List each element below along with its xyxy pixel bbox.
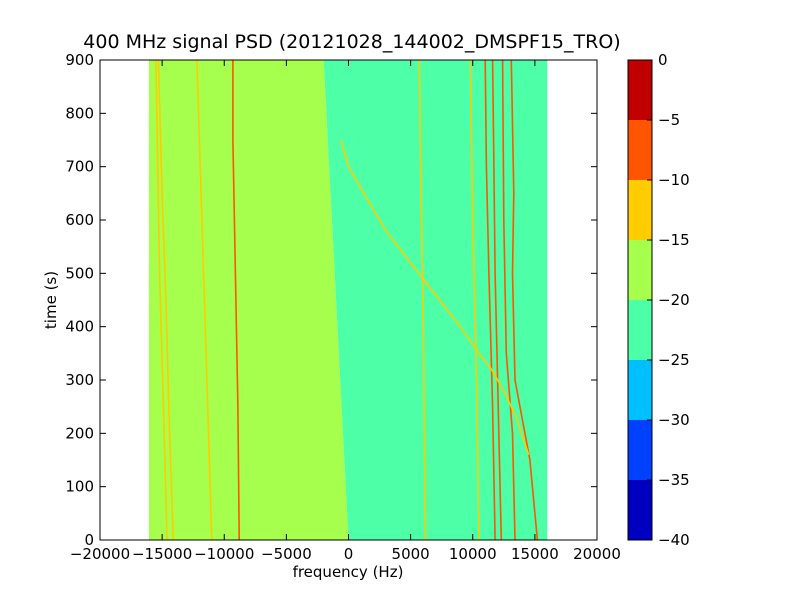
psd-region-mid-band (323, 60, 548, 540)
y-tick-label: 800 (65, 104, 94, 122)
y-axis: 0 100 200 300 400 500 600 700 800 900 (65, 51, 597, 549)
plot-area (99, 59, 598, 541)
y-tick-label: 300 (65, 371, 94, 389)
x-tick-label: 15000 (511, 545, 559, 563)
y-tick-label: 400 (65, 318, 94, 336)
y-tick-label: 100 (65, 478, 94, 496)
signal-line-9 (491, 59, 503, 541)
colorbar-tick-label: −10 (658, 171, 690, 189)
x-tick-label: −5000 (261, 545, 312, 563)
y-tick-label: 700 (65, 158, 94, 176)
colorbar-tick-label: −20 (658, 291, 690, 309)
signal-line-2 (155, 59, 168, 541)
signal-line-1 (157, 59, 175, 541)
colorbar-tick-label: −40 (658, 531, 690, 549)
chart-title: 400 MHz signal PSD (20121028_144002_DMSP… (83, 31, 620, 53)
x-tick-label: 10000 (449, 545, 497, 563)
colorbar-segment (628, 360, 652, 420)
signal-line-3 (196, 59, 213, 541)
signal-line-11 (510, 59, 539, 541)
x-tick-label: 5000 (392, 545, 430, 563)
colorbar-tick-label: −30 (658, 411, 690, 429)
signal-line-6 (418, 59, 427, 541)
colorbar-segment (628, 180, 652, 240)
colorbar-segment (628, 300, 652, 360)
colorbar-tick-label: −15 (658, 231, 690, 249)
x-tick-label: −10000 (194, 545, 254, 563)
signal-line-10 (501, 59, 516, 541)
x-tick-label: −15000 (132, 545, 192, 563)
x-axis: −20000 −15000 −10000 −5000 0 5000 10000 15000 20… (70, 60, 621, 563)
colorbar-tick-label: 0 (658, 51, 668, 69)
colorbar-segment (628, 120, 652, 180)
colorbar-tick-label: −5 (658, 111, 680, 129)
y-tick-label: 200 (65, 424, 94, 442)
colorbar-segment (628, 240, 652, 300)
x-tick-label: 0 (344, 545, 354, 563)
signal-line-4 (232, 60, 240, 541)
y-tick-label: 0 (84, 531, 94, 549)
y-axis-label: time (s) (42, 271, 60, 329)
colorbar-tick-label: −35 (658, 471, 690, 489)
y-tick-label: 500 (65, 264, 94, 282)
y-tick-label: 900 (65, 51, 94, 69)
x-tick-label: 20000 (573, 545, 621, 563)
colorbar: −40 −35 −30 −25 −20 −15 −10 −5 0 (627, 51, 690, 549)
signal-line-7 (469, 59, 480, 541)
y-tick-label: 600 (65, 211, 94, 229)
colorbar-segment (628, 60, 652, 120)
signal-line-8 (484, 59, 496, 541)
colorbar-tick-label: −25 (658, 351, 690, 369)
psd-region-low-band (149, 60, 349, 540)
spectrogram-data (148, 59, 548, 541)
colorbar-segment (628, 420, 652, 480)
colorbar-segment (628, 480, 652, 540)
x-tick-label: −20000 (70, 545, 130, 563)
signal-line-12 (340, 139, 530, 455)
x-axis-label: frequency (Hz) (293, 563, 404, 581)
